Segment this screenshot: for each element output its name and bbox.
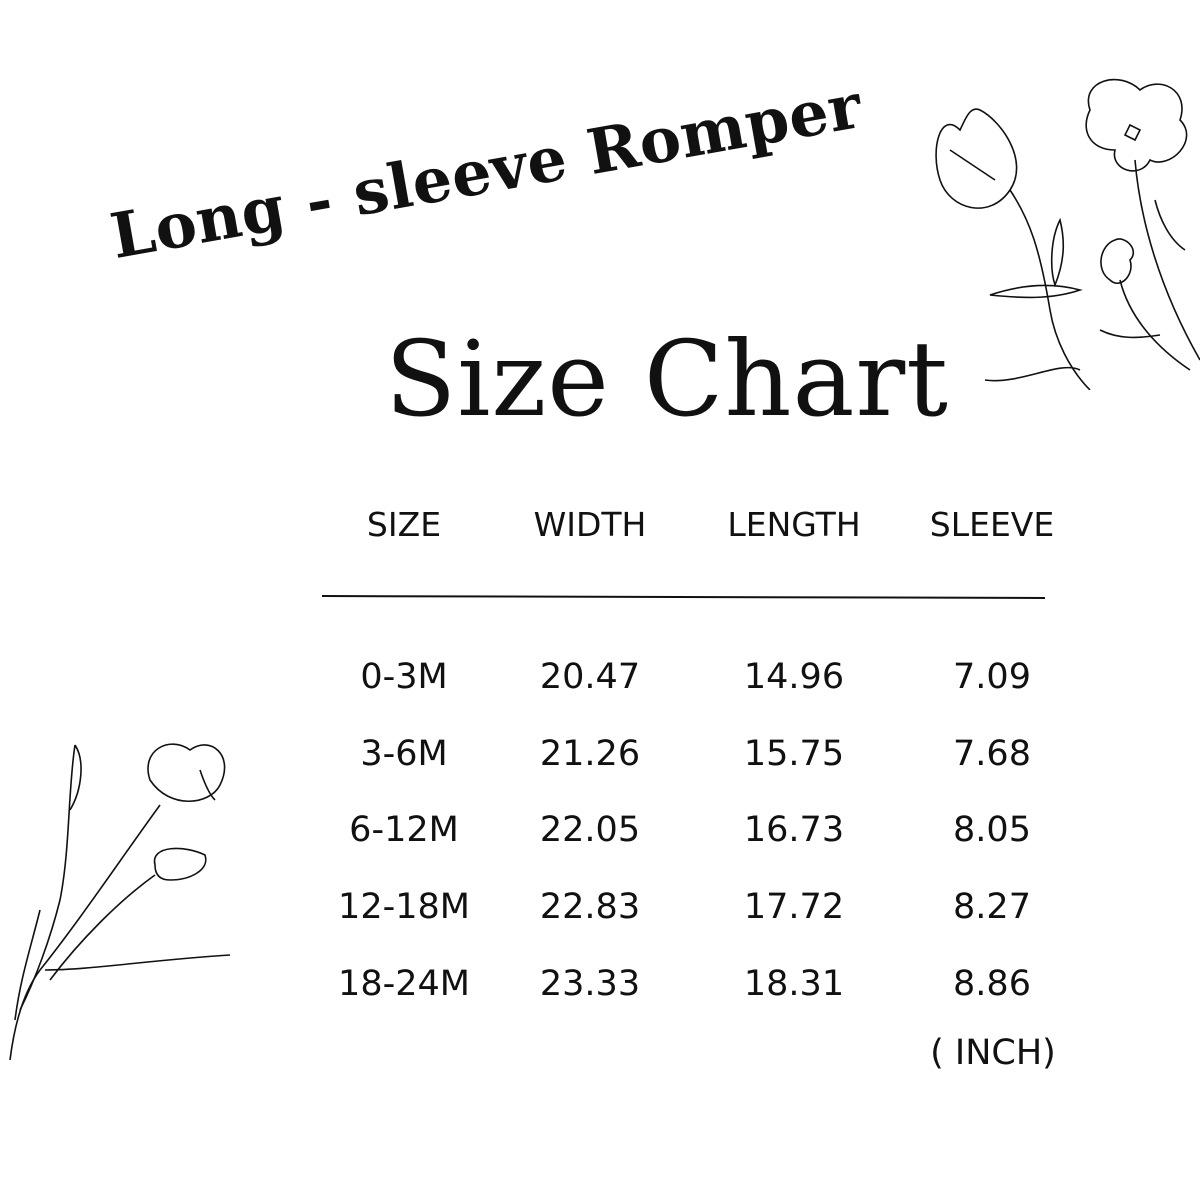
tulip-illustration-icon [9,743,231,1060]
table-cell: 7.68 [953,734,1031,774]
table-cell: 12-18M [338,887,470,927]
product-title: Long - sleeve Romper [105,69,868,273]
column-header-length: LENGTH [727,505,861,544]
table-cell: 16.73 [743,810,845,850]
table-cell: 23.33 [539,964,641,1004]
table-cell: 22.83 [539,887,641,927]
table-cell: 14.96 [743,657,845,697]
column-header-width: WIDTH [533,505,647,544]
header-divider [321,595,1046,599]
table-cell: 22.05 [539,810,641,850]
table-cell: 8.27 [953,887,1031,927]
unit-label: ( INCH) [930,1033,1056,1073]
table-cell: 18.31 [743,964,845,1004]
table-cell: 21.26 [539,734,641,774]
table-cell: 17.72 [743,887,845,927]
table-cell: 6-12M [349,810,459,850]
table-cell: 20.47 [539,657,641,697]
flower-illustration-icon [935,78,1200,390]
page-title: Size Chart [385,318,949,440]
table-cell: 8.05 [953,810,1031,850]
table-cell: 18-24M [338,964,470,1004]
table-cell: 8.86 [953,964,1031,1004]
table-cell: 7.09 [953,657,1031,697]
table-cell: 3-6M [360,734,448,774]
column-header-sleeve: SLEEVE [929,505,1055,544]
column-header-size: SIZE [366,505,442,544]
table-cell: 0-3M [360,657,448,697]
table-cell: 15.75 [743,734,845,774]
